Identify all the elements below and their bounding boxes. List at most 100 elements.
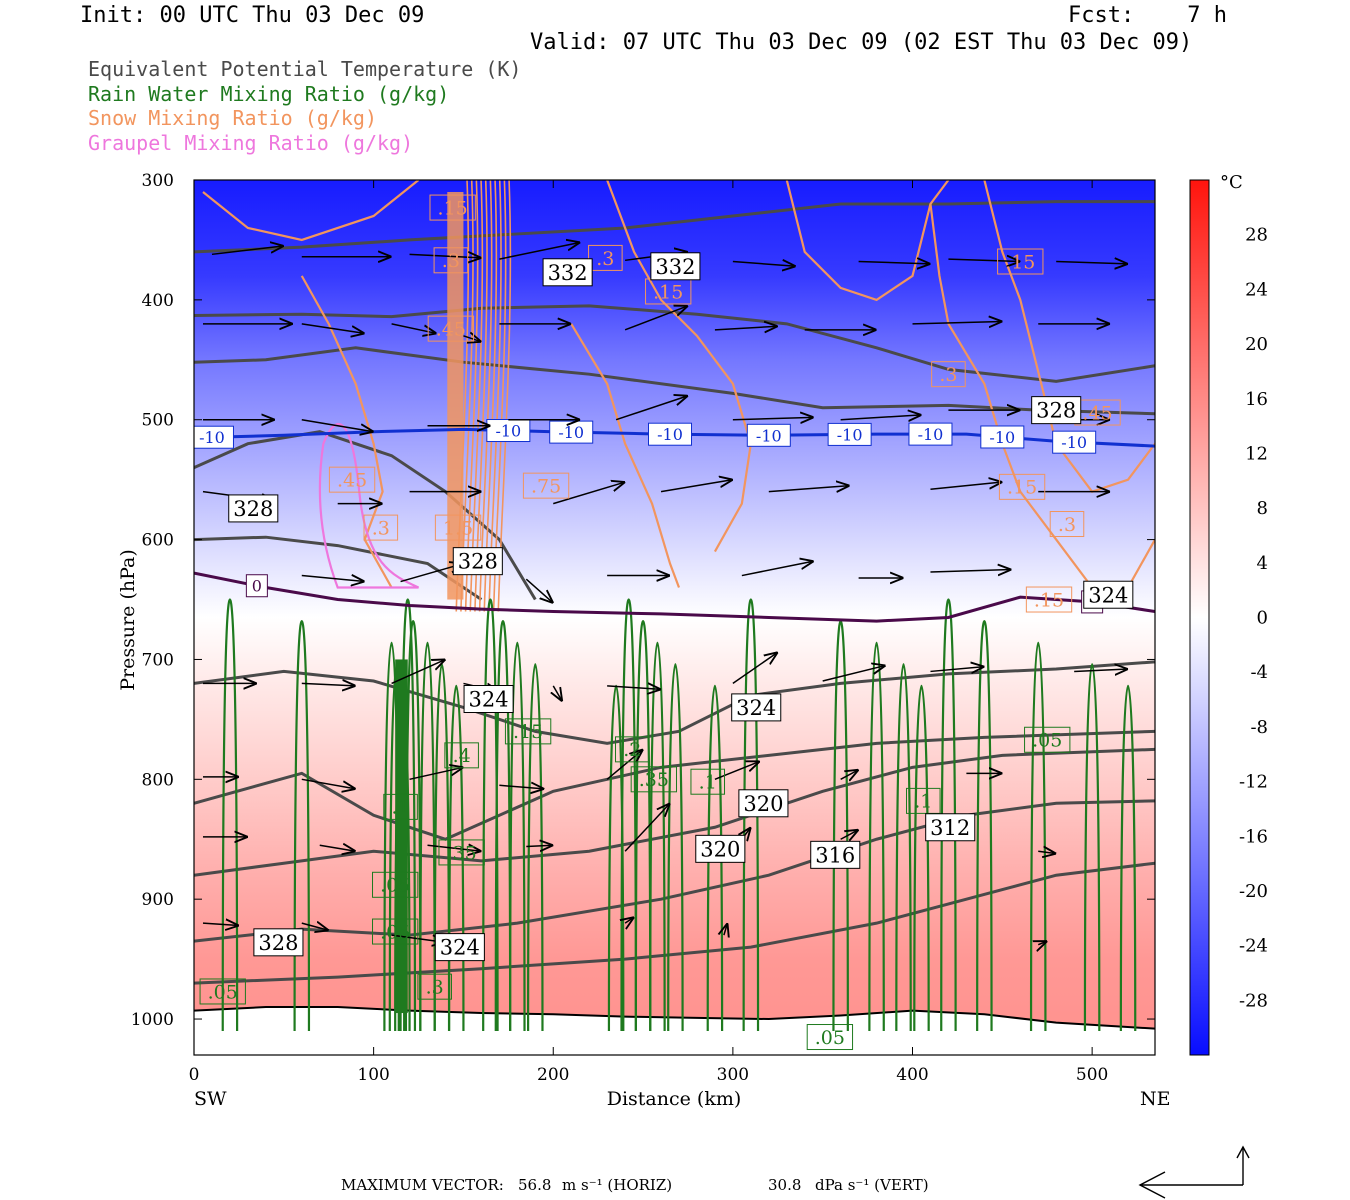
wind-vector xyxy=(499,785,544,789)
snow-contour xyxy=(300,275,393,589)
isotherm-label-box xyxy=(980,425,1025,449)
theta-e-contour xyxy=(194,535,483,601)
rain-label-box xyxy=(372,871,419,898)
max-vector-horiz-value: 56.8 xyxy=(518,1176,551,1194)
rain-label-box xyxy=(615,736,650,763)
wind-vector xyxy=(409,254,482,258)
theta-e-label-box xyxy=(463,685,514,714)
snow-contour xyxy=(606,180,752,553)
snow-label: .3 xyxy=(596,248,614,270)
wind-vector xyxy=(930,482,1002,490)
rain-label-box xyxy=(199,978,246,1005)
theta-e-contour xyxy=(194,304,1155,383)
colorbar-tick-label: -20 xyxy=(1239,881,1268,902)
rain-label-box xyxy=(690,768,726,795)
wind-vector xyxy=(1056,262,1128,264)
theta-e-label: 316 xyxy=(815,843,855,867)
theta-e-label-box xyxy=(925,813,976,842)
wind-vector xyxy=(724,923,728,935)
rain-label-box xyxy=(444,742,479,769)
colorbar-tick-label: -12 xyxy=(1239,772,1268,793)
wind-vector xyxy=(615,396,688,421)
rain-core xyxy=(395,659,408,1014)
rain-label: .3 xyxy=(426,977,444,999)
theta-e-label: 320 xyxy=(743,792,783,816)
wind-vector xyxy=(301,683,356,685)
snow-label-box xyxy=(363,514,399,541)
rain-contour xyxy=(868,641,885,1032)
theta-e-label: 320 xyxy=(700,837,740,861)
x-tick-label: 400 xyxy=(896,1065,928,1085)
wind-vector xyxy=(741,561,814,577)
snow-label-box xyxy=(998,473,1046,500)
graupel-contour xyxy=(318,423,419,589)
rain-label: .05 xyxy=(208,981,238,1003)
reference-vector-horiz-head xyxy=(1138,1171,1166,1199)
x-tick-label: 0 xyxy=(189,1065,200,1085)
snow-label: .45 xyxy=(1082,402,1112,424)
theta-e-label: 328 xyxy=(458,550,498,574)
snow-label: .15 xyxy=(1034,589,1064,611)
theta-e-contour xyxy=(194,200,1155,254)
forecast-hour: Fcst: 7 h xyxy=(1068,3,1227,28)
snow-label: 1.5 xyxy=(443,517,473,539)
snow-label-box xyxy=(997,248,1044,275)
snow-label-box xyxy=(522,472,570,499)
wind-vector xyxy=(525,578,553,603)
legend-theta-e: Equivalent Potential Temperature (K) xyxy=(88,57,522,81)
legend-graupel: Graupel Mixing Ratio (g/kg) xyxy=(88,131,414,155)
rain-contour xyxy=(976,619,993,1032)
wind-vector xyxy=(822,665,886,682)
theta-e-label: 332 xyxy=(548,261,588,285)
isotherm-label: -10 xyxy=(756,426,782,445)
max-vector-vert-value: 30.8 xyxy=(768,1176,801,1194)
legend-rain: Rain Water Mixing Ratio (g/kg) xyxy=(88,82,450,106)
theta-e-label-box xyxy=(650,252,701,281)
rain-contour xyxy=(940,598,957,1032)
rain-label-box xyxy=(438,839,485,866)
wind-vector xyxy=(660,480,733,493)
wind-vector xyxy=(840,770,859,780)
theta-e-contour xyxy=(194,861,1155,985)
wind-vector xyxy=(391,323,437,334)
theta-e-label-box xyxy=(434,933,485,962)
rain-contour xyxy=(293,619,311,1032)
wind-vector xyxy=(624,306,688,331)
wind-vector xyxy=(912,321,1003,323)
isotherm-label-box xyxy=(245,574,268,598)
wind-vector xyxy=(732,652,778,685)
colorbar-tick-label: -8 xyxy=(1250,717,1268,738)
wind-vector xyxy=(553,685,562,702)
rain-contour xyxy=(895,663,912,1032)
theta-e-label: 324 xyxy=(1088,583,1128,607)
isotherm-label-box xyxy=(1052,430,1097,454)
theta-e-contour xyxy=(194,660,1155,745)
wind-vector xyxy=(391,659,446,685)
theta-e-label: 328 xyxy=(258,931,298,955)
rain-contour xyxy=(447,684,465,1032)
wind-vector xyxy=(768,486,850,492)
snow-label: .75 xyxy=(531,475,561,497)
x-right-label: NE xyxy=(1140,1088,1171,1110)
wind-vector xyxy=(732,417,814,419)
valid-time: Valid: 07 UTC Thu 03 Dec 09 (02 EST Thu … xyxy=(530,30,1193,55)
isotherm-label-box xyxy=(827,422,872,446)
wind-vector xyxy=(319,845,356,851)
wind-vector xyxy=(427,845,482,851)
wind-vector xyxy=(409,767,464,781)
theta-e-label-box xyxy=(253,928,304,957)
rain-contour xyxy=(620,598,637,1032)
isotherm-label: -10 xyxy=(558,423,584,442)
theta-e-label-box xyxy=(542,258,593,287)
snow-label: .15 xyxy=(1005,251,1035,273)
y-tick-label: 400 xyxy=(142,291,174,311)
rain-label: .1 xyxy=(699,772,717,794)
wind-vector xyxy=(625,917,634,923)
rain-label: .2 xyxy=(623,739,641,761)
rain-label-box xyxy=(417,973,452,1000)
isotherm-label: -10 xyxy=(199,428,225,447)
rain-contour xyxy=(742,598,760,1032)
wind-vector xyxy=(202,923,239,925)
theta-e-label: 312 xyxy=(930,816,970,840)
wind-vector xyxy=(840,830,859,840)
